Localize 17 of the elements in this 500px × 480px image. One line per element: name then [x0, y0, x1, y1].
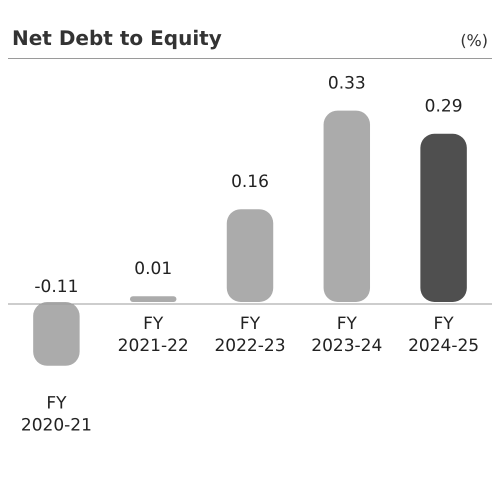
data-label: 0.01 [134, 259, 172, 280]
x-tick-label: FY 2024-25 [408, 314, 480, 356]
data-label: 0.33 [328, 74, 366, 94]
bar [420, 134, 467, 302]
bar [130, 296, 176, 302]
bar [324, 110, 370, 302]
x-tick-label: FY 2023-24 [311, 314, 382, 356]
data-label: -0.11 [34, 276, 78, 297]
data-label: 0.29 [424, 96, 463, 117]
bar [226, 209, 274, 302]
x-tick-label: FY 2020-21 [20, 394, 92, 436]
text: (%) [460, 31, 488, 50]
data-label: 0.16 [231, 172, 269, 192]
x-tick-label: FY 2022-23 [214, 314, 286, 356]
chart-title: Net Debt to Equity [12, 26, 222, 50]
x-tick-label: FY 2021-22 [118, 314, 189, 356]
bar [33, 302, 80, 366]
